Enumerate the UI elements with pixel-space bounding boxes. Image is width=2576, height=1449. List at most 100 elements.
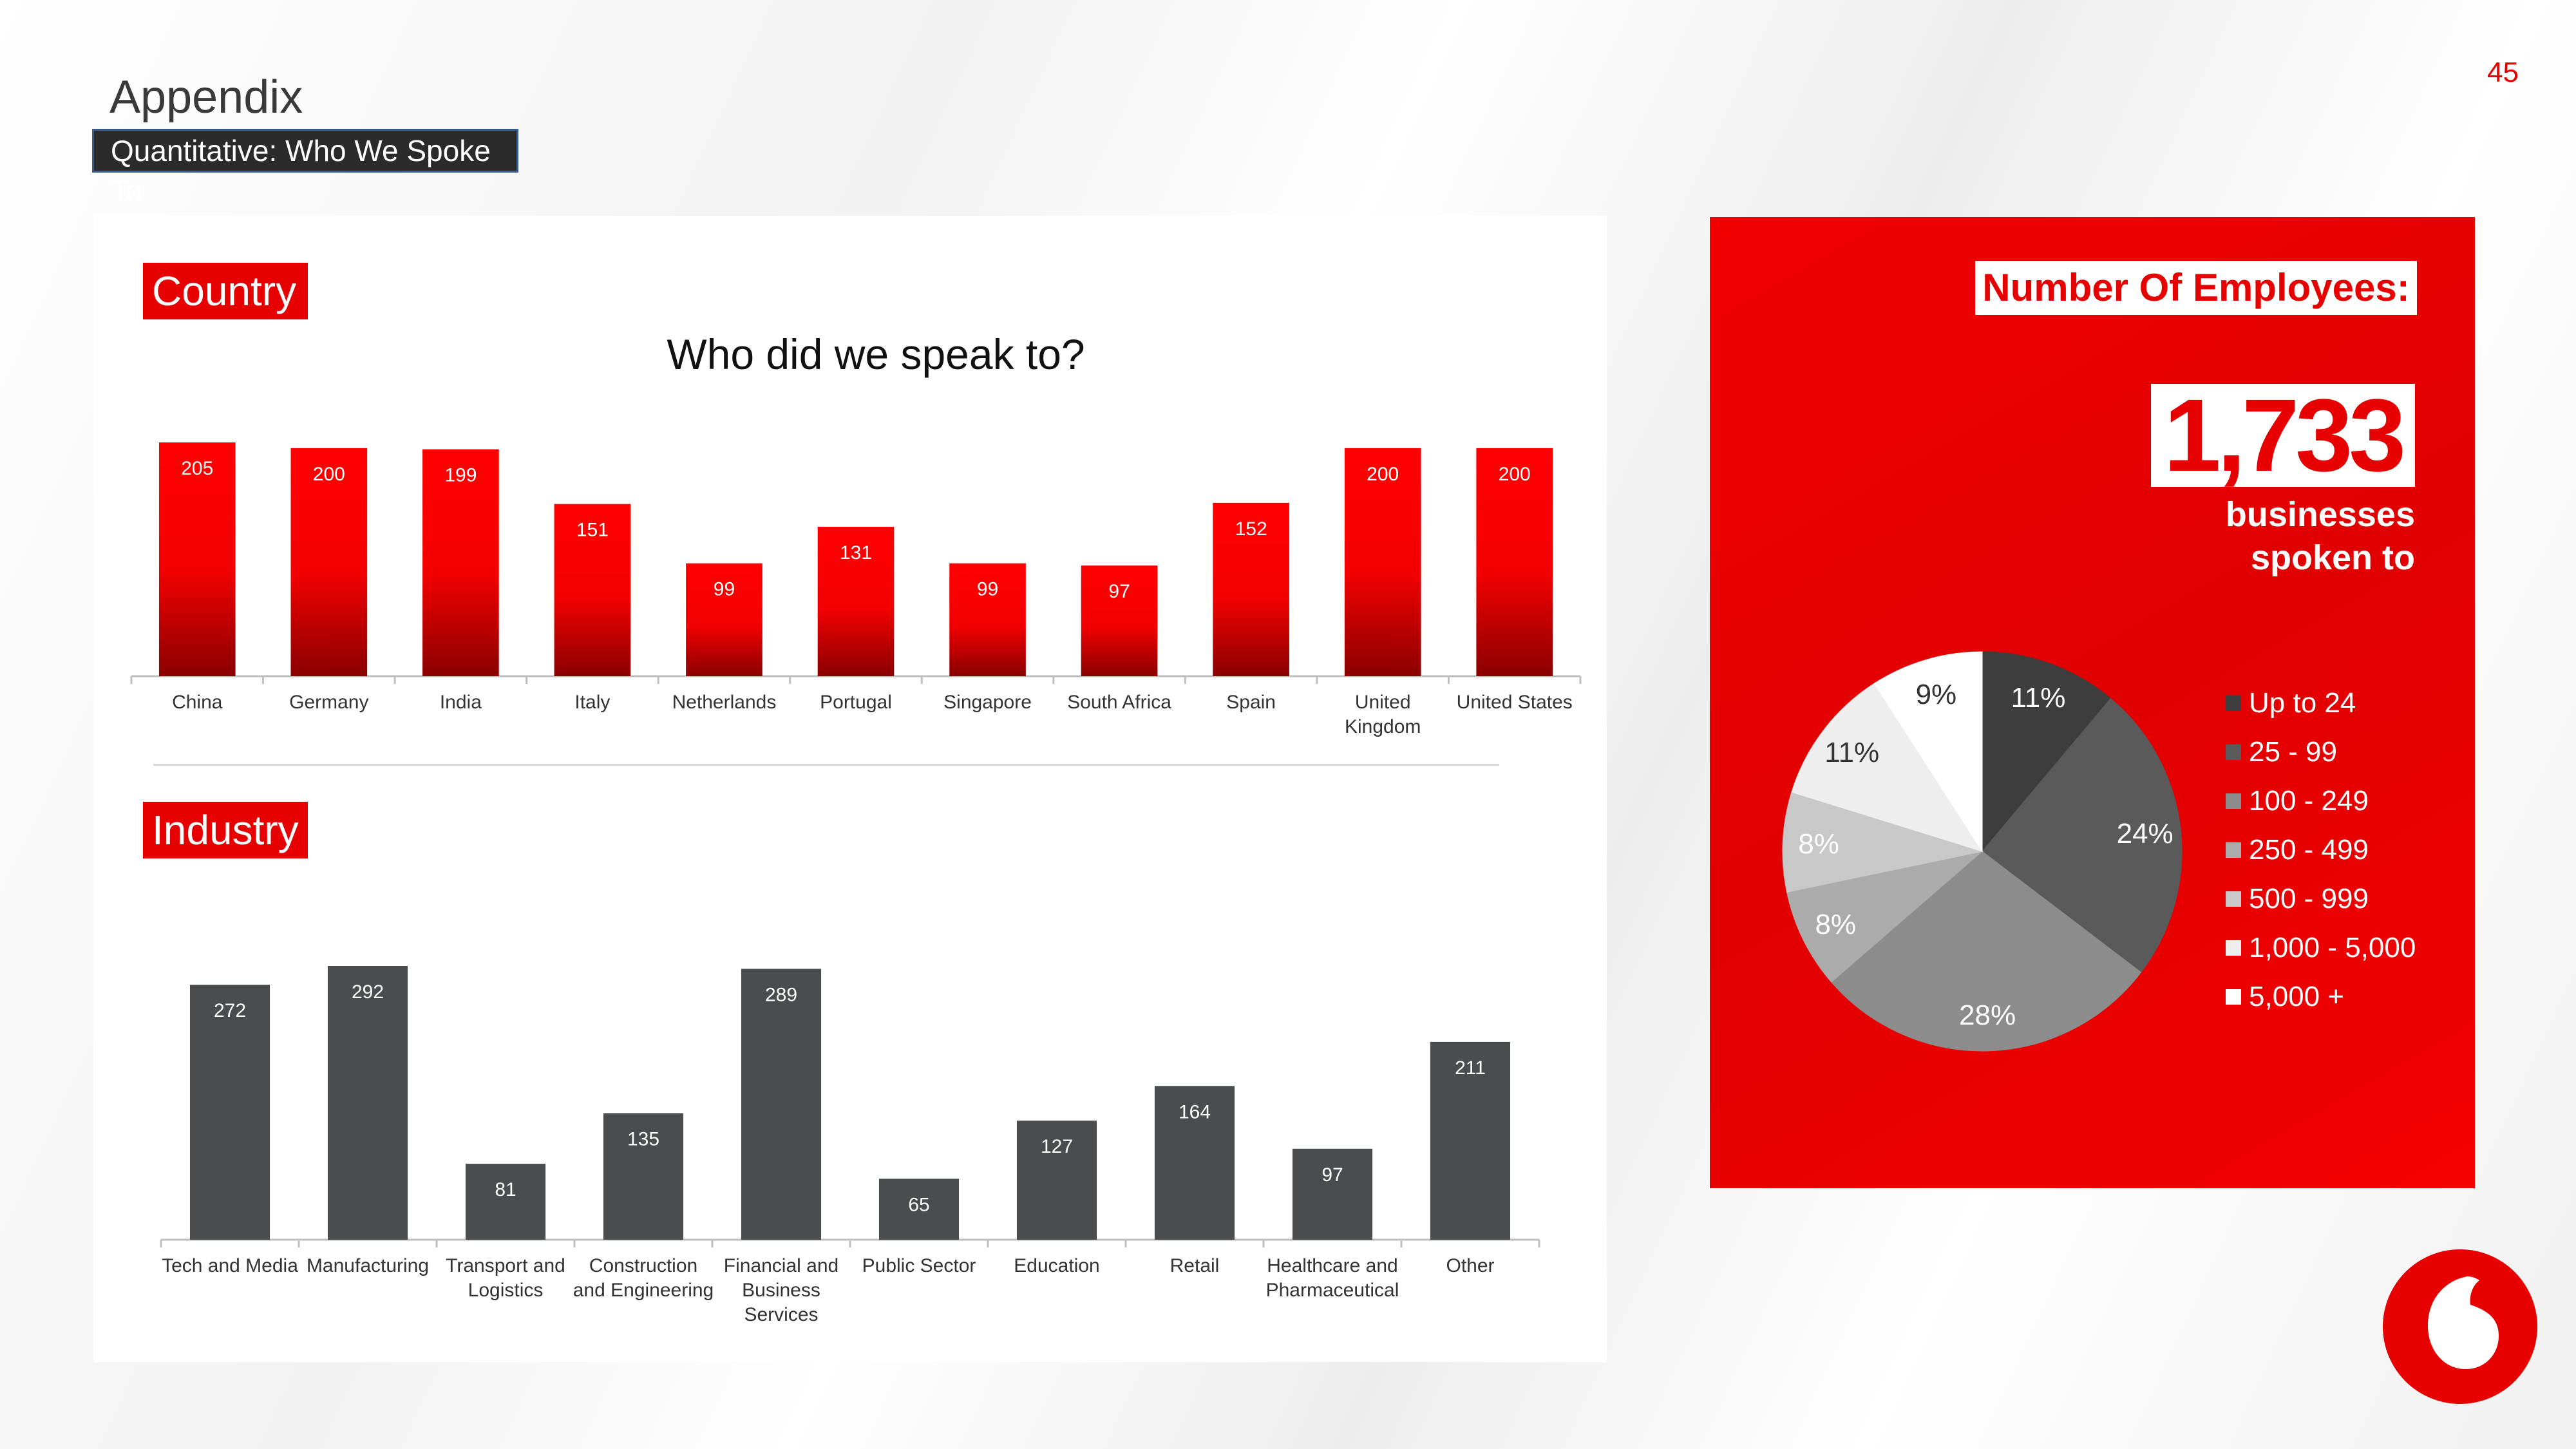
pie-slice [1982, 651, 2111, 853]
x-tick-label: United States [1457, 692, 1573, 713]
country-section-label: Country [143, 263, 308, 319]
legend-label: Up to 24 [2249, 687, 2356, 719]
bar [554, 504, 631, 676]
x-tick-label: Tech and Media [162, 1255, 298, 1276]
page-number: 45 [2487, 57, 2519, 88]
bar [686, 563, 762, 676]
bar [1476, 448, 1553, 676]
bar [1081, 565, 1158, 676]
legend-label: 250 - 499 [2249, 834, 2369, 866]
x-tick-label: Public Sector [862, 1255, 976, 1276]
legend-swatch [2226, 940, 2241, 956]
x-tick-label: Netherlands [672, 692, 777, 713]
x-tick-label: South Africa [1067, 692, 1171, 713]
bar [1213, 502, 1289, 676]
legend-swatch [2226, 793, 2241, 809]
section-divider [153, 764, 1499, 766]
bar [817, 527, 895, 676]
bar [603, 1113, 684, 1240]
legend-swatch [2226, 842, 2241, 858]
pie-slice-label: 28% [1959, 999, 2016, 1031]
data-label: 152 [1235, 518, 1267, 540]
pie-slice-label: 24% [2117, 818, 2174, 849]
bar [290, 448, 368, 676]
bar [327, 966, 408, 1240]
legend-label: 500 - 999 [2249, 883, 2369, 914]
brand-logo [2383, 1249, 2537, 1404]
data-label: 200 [1367, 464, 1399, 485]
pie-slice-label: 8% [1815, 909, 1856, 940]
x-tick-label: Healthcare and Pharmaceutical [1266, 1255, 1399, 1301]
bar [189, 985, 270, 1240]
data-label: 97 [1321, 1164, 1343, 1186]
legend-item: 100 - 249 [2226, 782, 2416, 831]
industry-section-label: Industry [143, 802, 308, 858]
pie-slice [1982, 697, 2183, 973]
legend-label: 100 - 249 [2249, 785, 2369, 817]
bar [465, 1164, 546, 1240]
bar [1292, 1148, 1373, 1240]
pie-slice-label: 9% [1916, 679, 1957, 710]
bar [1430, 1041, 1511, 1240]
data-label: 97 [1108, 581, 1130, 602]
legend-label: 1,000 - 5,000 [2249, 932, 2416, 963]
data-label: 99 [977, 579, 998, 600]
bar [1154, 1086, 1235, 1240]
data-label: 65 [908, 1194, 929, 1215]
employees-pie-chart: 11% 24% 28% 8% 8% 11% 9% [1782, 651, 2183, 1052]
bar [949, 563, 1026, 676]
total-caption-line1: businesses [2225, 495, 2415, 534]
legend-label: 5,000 + [2249, 981, 2345, 1012]
country-chart-title: Who did we speak to? [667, 330, 1085, 378]
data-label: 289 [765, 984, 797, 1005]
x-tick-label: Singapore [943, 692, 1032, 713]
legend-swatch [2226, 744, 2241, 760]
total-caption-line2: spoken to [2250, 538, 2415, 577]
pie-slice-label: 11% [2011, 682, 2066, 714]
data-label: 135 [627, 1129, 659, 1150]
x-tick-label: Portugal [820, 692, 892, 713]
bar [878, 1179, 960, 1240]
x-tick-label: India [440, 692, 482, 713]
bar [1344, 448, 1421, 676]
legend-item: 250 - 499 [2226, 831, 2416, 880]
legend-item: Up to 24 [2226, 684, 2416, 733]
bar [1016, 1121, 1097, 1240]
pie-slice-label: 8% [1798, 828, 1839, 860]
pie-slice [1831, 851, 2142, 1052]
data-label: 200 [313, 464, 345, 485]
x-tick-label: Spain [1226, 692, 1276, 713]
legend-swatch [2226, 989, 2241, 1005]
data-label: 99 [714, 579, 735, 600]
slide-title: Appendix [109, 71, 303, 123]
pie-slice [1786, 851, 1984, 983]
data-label: 127 [1041, 1136, 1073, 1157]
bar [422, 449, 499, 676]
legend-item: 1,000 - 5,000 [2226, 929, 2416, 978]
data-label: 164 [1179, 1101, 1211, 1122]
x-tick-label: Construction and Engineering [573, 1255, 714, 1301]
employees-section-label: Number Of Employees: [1975, 261, 2417, 315]
x-tick-label: Financial and Business Services [724, 1255, 838, 1325]
pie-slice [1791, 683, 1984, 852]
legend-item: 5,000 + [2226, 978, 2416, 1027]
country-bar-chart: 205 China 200 Germany 199 India 151 Italy 99 Neth… [130, 442, 1582, 737]
legend-item: 25 - 99 [2226, 733, 2416, 782]
data-label: 131 [840, 542, 872, 564]
slide-subtitle: Quantitative: Who We Spoke To [92, 129, 518, 207]
x-tick-label: China [172, 692, 223, 713]
x-tick-label: Transport and Logistics [446, 1255, 565, 1301]
data-label: 292 [352, 981, 384, 1003]
x-tick-label: Retail [1170, 1255, 1220, 1276]
pie-legend: Up to 24 25 - 99 100 - 249 250 - 499 500 - 9… [2226, 684, 2416, 1027]
legend-item: 500 - 999 [2226, 880, 2416, 929]
legend-label: 25 - 99 [2249, 736, 2337, 768]
x-tick-label: Manufacturing [307, 1255, 429, 1276]
bar [741, 969, 822, 1240]
industry-bar-chart: 272 Tech and Media 292 Manufacturing 81 Trans… [160, 966, 1540, 1325]
data-label: 199 [444, 465, 477, 486]
pie-slice [1782, 791, 1984, 893]
x-tick-label: Italy [574, 692, 610, 713]
pie-slice [1873, 651, 1983, 853]
x-tick-label: Education [1014, 1255, 1099, 1276]
